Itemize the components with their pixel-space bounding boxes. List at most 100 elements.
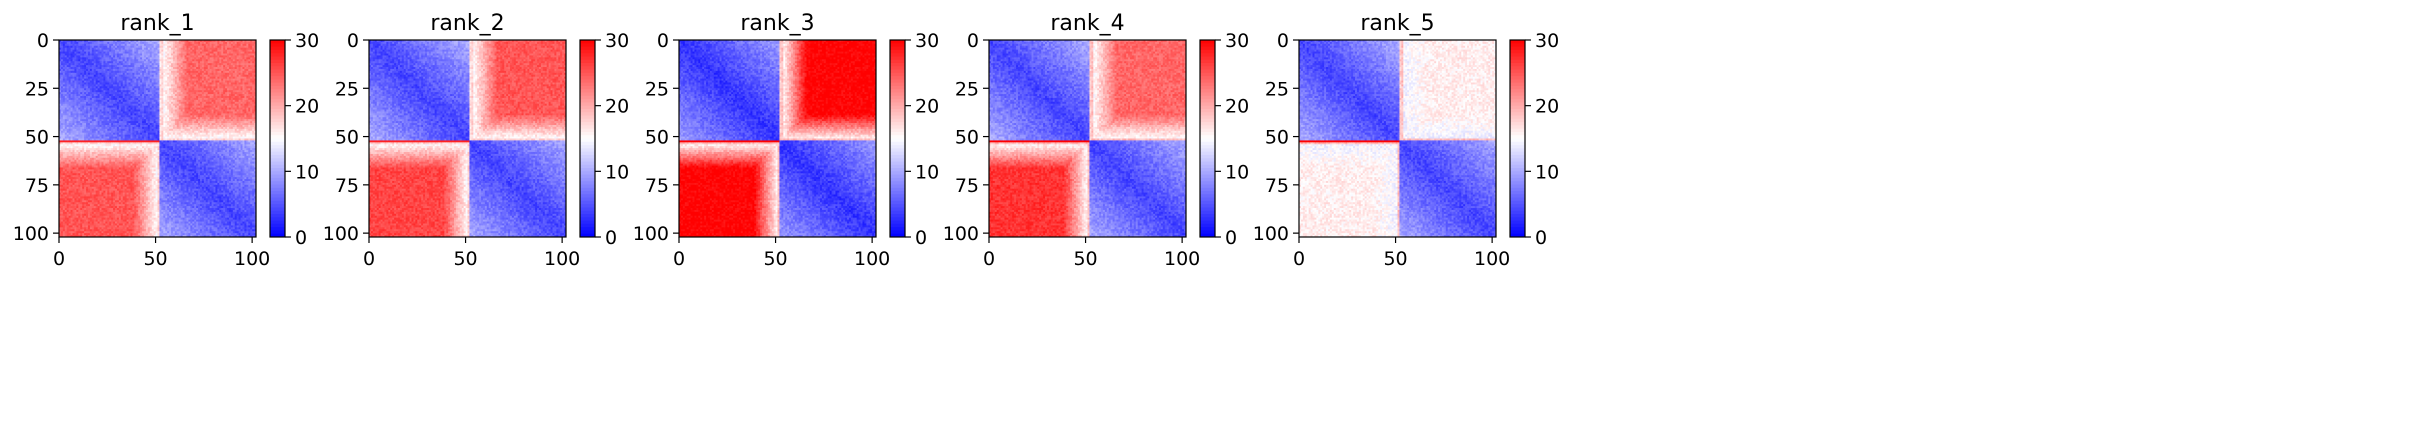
heatmap-cell (203, 41, 207, 45)
heatmap-cell (97, 49, 100, 52)
heatmap-cell (126, 61, 129, 64)
heatmap-cell (72, 47, 75, 51)
heatmap-cell (192, 53, 195, 56)
heatmap-cell (219, 57, 222, 60)
heatmap-cell (149, 57, 153, 60)
heatmap-cell (246, 53, 249, 56)
heatmap-cell (147, 65, 151, 68)
heatmap-cell (89, 55, 93, 58)
heatmap-cell (136, 65, 139, 68)
heatmap-cell (64, 51, 68, 54)
heatmap-cell (250, 53, 253, 56)
heatmap-cell (244, 49, 247, 52)
heatmap-cell (153, 53, 156, 56)
heatmap-cell (128, 51, 131, 54)
heatmap-cell (232, 55, 236, 58)
heatmap-cell (176, 53, 180, 56)
heatmap-cell (66, 68, 70, 72)
heatmap-cell (136, 63, 139, 66)
heatmap-cell (66, 47, 70, 51)
heatmap-cell (180, 41, 184, 45)
heatmap-cell (60, 49, 64, 52)
heatmap-cell (246, 43, 249, 47)
heatmap-cell (209, 53, 212, 56)
heatmap-cell (118, 45, 122, 49)
heatmap-cell (167, 55, 170, 58)
heatmap-cell (145, 65, 149, 68)
heatmap-cell (82, 47, 85, 51)
heatmap-cell (246, 65, 249, 68)
heatmap-cell (140, 55, 143, 58)
heatmap-cell (68, 57, 71, 60)
heatmap-cell (205, 67, 209, 70)
heatmap-cell (182, 53, 185, 56)
heatmap-cell (74, 65, 77, 68)
heatmap-cell (84, 55, 87, 58)
heatmap-cell (122, 43, 126, 47)
heatmap-cell (64, 61, 68, 64)
heatmap-cell (252, 53, 255, 56)
heatmap-cell (165, 61, 168, 64)
heatmap-cell (151, 43, 155, 47)
heatmap-cell (223, 53, 226, 56)
heatmap-cell (174, 43, 178, 47)
heatmap-cell (101, 40, 104, 43)
heatmap-cell (128, 47, 131, 51)
heatmap-cell (198, 41, 201, 45)
heatmap-cell (178, 67, 182, 70)
heatmap-cell (221, 63, 224, 66)
heatmap-cell (143, 63, 147, 66)
heatmap-cell (130, 43, 133, 47)
heatmap-cell (103, 53, 106, 56)
heatmap-cell (221, 41, 224, 45)
heatmap-cell (101, 51, 104, 54)
heatmap-cell (140, 59, 143, 62)
heatmap-cell (95, 55, 99, 58)
heatmap-cell (120, 40, 124, 43)
heatmap-cell (209, 65, 212, 68)
heatmap-cell (215, 40, 218, 43)
heatmap-cell (217, 40, 220, 43)
heatmap-cell (217, 47, 220, 51)
heatmap-cell (93, 57, 97, 60)
heatmap-cell (76, 49, 79, 52)
heatmap-cell (76, 41, 79, 45)
heatmap-cell (134, 67, 137, 70)
heatmap-cell (178, 47, 182, 51)
heatmap-cell (171, 41, 174, 45)
heatmap-cell (163, 55, 166, 58)
heatmap-cell (174, 61, 178, 64)
heatmap-cell (209, 55, 212, 58)
heatmap-cell (136, 53, 139, 56)
heatmap-cell (167, 63, 170, 66)
heatmap-cell (142, 68, 145, 72)
heatmap-cell (118, 51, 122, 54)
heatmap-cell (142, 61, 145, 64)
heatmap-cell (221, 55, 224, 58)
heatmap-cell (225, 61, 228, 64)
heatmap-cell (172, 65, 176, 68)
heatmap-cell (72, 53, 75, 56)
heatmap-cell (219, 61, 222, 64)
heatmap-cell (228, 65, 232, 68)
heatmap-cell (192, 45, 195, 49)
heatmap-cell (207, 67, 211, 70)
heatmap-cell (140, 67, 143, 70)
heatmap-cell (151, 68, 155, 72)
heatmap-cell (149, 41, 153, 45)
heatmap-cell (132, 65, 135, 68)
heatmap-cell (225, 57, 228, 60)
heatmap-cell (93, 49, 97, 52)
heatmap-cell (60, 47, 64, 51)
heatmap-cell (60, 65, 64, 68)
heatmap-cell (95, 41, 99, 45)
heatmap-cell (78, 61, 81, 64)
heatmap-cell (225, 63, 228, 66)
heatmap-cell (118, 47, 122, 51)
heatmap-cell (242, 55, 245, 58)
heatmap-cell (244, 41, 247, 45)
heatmap-cell (176, 45, 180, 49)
heatmap-cell (221, 65, 224, 68)
heatmap-cell (130, 65, 133, 68)
heatmap-cell (248, 51, 251, 54)
